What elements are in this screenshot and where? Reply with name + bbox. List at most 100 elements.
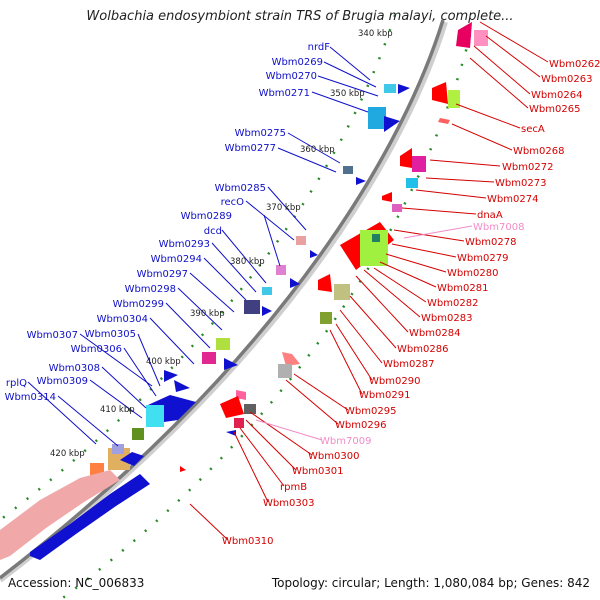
gene-label[interactable]: rplQ [6,378,27,389]
gene-block[interactable] [262,287,272,295]
gene-label[interactable]: Wbm0306 [71,344,122,355]
gene-block[interactable] [456,22,472,48]
gene-arrow[interactable] [164,370,178,382]
gene-block[interactable] [334,284,350,300]
gene-label[interactable]: Wbm0275 [235,128,286,139]
gene-block[interactable] [146,405,164,427]
gene-block[interactable] [372,234,380,242]
gene-arrow-long[interactable] [30,474,150,560]
gene-arrow[interactable] [220,396,244,418]
gene-arrow[interactable] [384,116,400,132]
gene-label[interactable]: Wbm0265 [529,104,580,115]
gene-label[interactable]: Wbm0284 [409,328,460,339]
gene-arrow[interactable] [180,466,186,472]
gene-block[interactable] [448,90,460,108]
gene-label[interactable]: rpmB [280,482,307,493]
gene-block[interactable] [244,300,260,314]
gene-label[interactable]: Wbm0299 [113,299,164,310]
gene-label[interactable]: Wbm0309 [37,376,88,387]
gene-block[interactable] [384,84,396,93]
gene-label[interactable]: Wbm7009 [320,436,371,447]
gene-label[interactable]: Wbm0293 [159,239,210,250]
gene-block[interactable] [438,118,450,124]
gene-label[interactable]: Wbm0305 [85,329,136,340]
gene-label[interactable]: nrdF [308,42,331,53]
gene-label[interactable]: Wbm0269 [272,57,323,68]
gene-label[interactable]: Wbm0283 [421,313,472,324]
gene-label[interactable]: Wbm0278 [465,237,516,248]
gene-label[interactable]: Wbm0285 [215,183,266,194]
gene-label[interactable]: Wbm7008 [473,222,524,233]
gene-label[interactable]: Wbm0304 [97,314,148,325]
gene-arrow[interactable] [398,84,410,94]
gene-label[interactable]: dcd [204,226,222,237]
gene-block[interactable] [474,30,488,46]
gene-label[interactable]: secA [521,124,545,135]
gene-label[interactable]: Wbm0308 [49,363,100,374]
gene-label[interactable]: Wbm0280 [447,268,498,279]
gene-label[interactable]: Wbm0274 [487,194,538,205]
gene-label[interactable]: Wbm0287 [383,359,434,370]
gene-block[interactable] [296,236,306,245]
gene-label[interactable]: Wbm0281 [437,283,488,294]
gene-label[interactable]: Wbm0268 [513,146,564,157]
gene-block[interactable] [343,166,353,174]
gene-block[interactable] [132,428,144,440]
gene-arrow[interactable] [356,177,366,185]
gene-label[interactable]: Wbm0279 [457,253,508,264]
gene-label[interactable]: Wbm0310 [222,536,273,547]
gene-arrow[interactable] [318,274,332,292]
gene-label[interactable]: recO [221,197,245,208]
gene-label[interactable]: Wbm0297 [137,269,188,280]
gene-block[interactable] [234,418,244,428]
gene-label[interactable]: Wbm0289 [181,211,232,222]
scale-label: 390 kbp [190,309,225,319]
gene-block[interactable] [276,265,286,275]
gene-arrow[interactable] [400,148,412,168]
gene-arrow[interactable] [310,250,318,258]
gene-block[interactable] [278,364,292,378]
gene-block-long[interactable] [0,470,120,560]
gene-label[interactable]: Wbm0298 [125,284,176,295]
gene-arrow[interactable] [282,352,300,366]
gene-label[interactable]: Wbm0277 [225,143,276,154]
gene-arrow[interactable] [290,278,300,288]
gene-arrow[interactable] [226,430,236,436]
gene-label[interactable]: Wbm0270 [266,71,317,82]
gene-label[interactable]: dnaA [477,210,503,221]
gene-arrow[interactable] [224,358,238,370]
gene-label[interactable]: Wbm0307 [27,330,78,341]
gene-arrow[interactable] [120,452,144,466]
gene-block[interactable] [406,178,418,188]
gene-block[interactable] [368,107,386,129]
gene-label[interactable]: Wbm0295 [345,406,396,417]
gene-block[interactable] [392,204,402,212]
gene-block[interactable] [216,338,230,350]
gene-block[interactable] [320,312,332,324]
gene-label[interactable]: Wbm0296 [335,420,386,431]
gene-label[interactable]: Wbm0291 [359,390,410,401]
gene-label[interactable]: Wbm0271 [259,88,310,99]
accession-text: Accession: NC_006833 [8,576,145,590]
gene-label[interactable]: Wbm0314 [5,392,56,403]
gene-label[interactable]: Wbm0262 [549,59,600,70]
gene-label[interactable]: Wbm0294 [151,254,202,265]
gene-label[interactable]: Wbm0300 [308,451,359,462]
gene-label[interactable]: Wbm0301 [292,466,343,477]
gene-label[interactable]: Wbm0303 [263,498,314,509]
gene-arrow[interactable] [174,380,190,392]
gene-label[interactable]: Wbm0290 [369,376,420,387]
gene-arrow[interactable] [432,82,448,104]
gene-block[interactable] [202,352,216,364]
gene-label[interactable]: Wbm0286 [397,344,448,355]
gene-arrow[interactable] [262,306,272,316]
gene-block[interactable] [244,404,256,414]
gene-arrow[interactable] [382,192,392,202]
gene-label[interactable]: Wbm0263 [541,74,592,85]
gene-label[interactable]: Wbm0273 [495,178,546,189]
gene-block[interactable] [112,444,124,454]
gene-label[interactable]: Wbm0272 [502,162,553,173]
gene-label[interactable]: Wbm0282 [427,298,478,309]
gene-label[interactable]: Wbm0264 [531,90,582,101]
gene-block[interactable] [412,156,426,172]
